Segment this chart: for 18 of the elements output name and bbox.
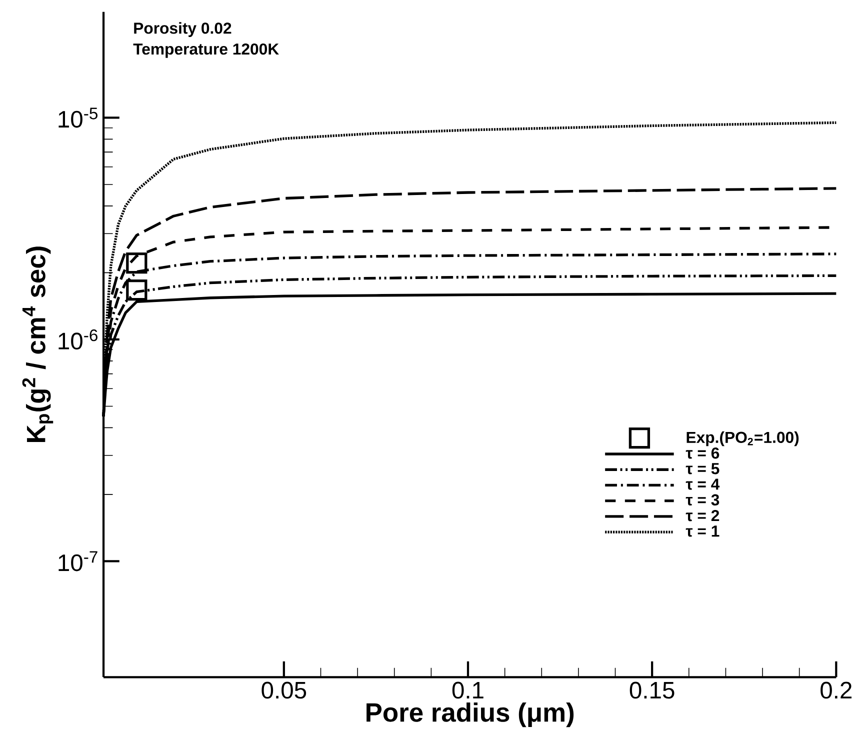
legend-label: τ = 5	[686, 463, 720, 474]
x-tick-label: 0.15	[630, 682, 674, 699]
legend-label: τ = 3	[686, 494, 720, 506]
y-tick-label: 10$^{-7}$	[58, 551, 98, 572]
x-tick-label: 0.05	[262, 682, 306, 699]
y-axis-title: K$_{p}$(g$^{2}$ / cm$^{4}$ sec)	[22, 246, 54, 442]
legend-label: Exp.(PO$_{2}$=1.00)	[686, 432, 799, 446]
annotation: Temperature 1200K	[133, 44, 279, 58]
y-tick-label: 10$^{-5}$	[58, 108, 98, 128]
y-tick-label: 10$^{-6}$	[58, 330, 98, 350]
legend-label: τ = 2	[686, 510, 720, 522]
legend-label: τ = 6	[686, 448, 720, 459]
annotation: Porosity 0.02	[134, 22, 232, 38]
x-tick-label: 0.2	[820, 682, 852, 699]
legend-label: τ = 1	[686, 526, 720, 537]
legend-label: τ = 4	[686, 478, 720, 490]
x-axis-title: Pore radius (μm)	[366, 702, 574, 728]
x-tick-label: 0.1	[452, 682, 484, 699]
